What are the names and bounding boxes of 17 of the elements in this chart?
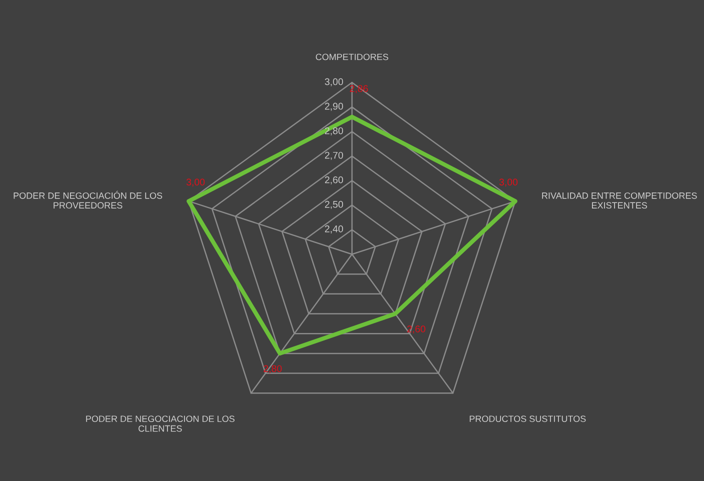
y-tick-label: 2,50 <box>324 200 344 209</box>
y-tick-label: 2,70 <box>324 152 344 160</box>
spoke-label: PODER DE NEGOCIACION DE LOS CLIENTES <box>86 416 235 432</box>
spoke-label: COMPETIDORES <box>316 54 388 60</box>
data-label: 2,80 <box>264 365 282 374</box>
y-tick-label: 2,60 <box>324 176 344 184</box>
spoke-label: PRODUCTOS SUSTITUTOS <box>470 416 586 422</box>
data-label: 3,00 <box>499 178 518 187</box>
y-tick-label: 3,00 <box>324 78 344 86</box>
spoke-label: PODER DE NEGOCIACIÓN DE LOS PROVEEDORES <box>14 190 162 209</box>
y-tick-label: 2,80 <box>324 127 344 136</box>
spoke-label: RIVALIDAD ENTRE COMPETIDORES EXISTENTES <box>542 192 697 209</box>
data-label: 2,60 <box>407 326 426 334</box>
y-tick-label: 2,90 <box>324 102 344 111</box>
data-label: 2,86 <box>350 85 368 94</box>
data-label: 3,00 <box>186 178 205 187</box>
y-tick-label: 2,40 <box>324 225 344 234</box>
